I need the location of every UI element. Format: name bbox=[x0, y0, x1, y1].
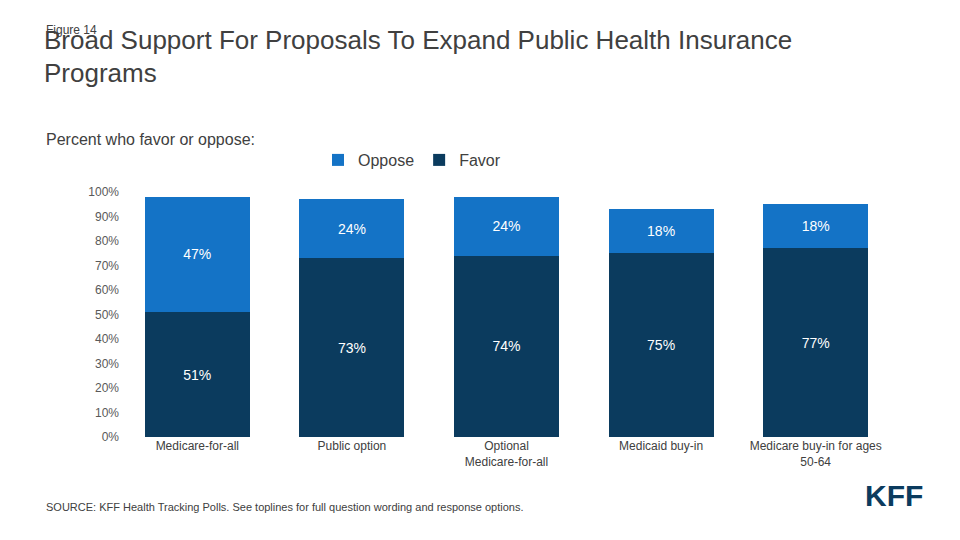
svg-text:47%: 47% bbox=[183, 246, 211, 262]
svg-text:Medicare buy-in for ages50-64: Medicare buy-in for ages50-64 bbox=[750, 439, 882, 469]
svg-text:20%: 20% bbox=[95, 381, 119, 395]
svg-text:70%: 70% bbox=[95, 259, 119, 273]
svg-text:Oppose: Oppose bbox=[358, 152, 414, 169]
svg-text:60%: 60% bbox=[95, 283, 119, 297]
svg-text:77%: 77% bbox=[802, 335, 830, 351]
svg-text:Public option: Public option bbox=[318, 439, 387, 453]
svg-text:100%: 100% bbox=[88, 185, 119, 199]
svg-text:Percent who favor or oppose:: Percent who favor or oppose: bbox=[46, 131, 255, 148]
svg-text:18%: 18% bbox=[647, 223, 675, 239]
svg-text:0%: 0% bbox=[102, 430, 120, 444]
svg-text:Broad Support For Proposals To: Broad Support For Proposals To Expand Pu… bbox=[44, 25, 792, 89]
svg-text:75%: 75% bbox=[647, 337, 675, 353]
svg-text:73%: 73% bbox=[338, 340, 366, 356]
svg-text:50%: 50% bbox=[95, 308, 119, 322]
svg-text:24%: 24% bbox=[338, 221, 366, 237]
svg-text:80%: 80% bbox=[95, 234, 119, 248]
svg-text:SOURCE: KFF Health Tracking Po: SOURCE: KFF Health Tracking Polls. See t… bbox=[46, 501, 524, 513]
svg-text:10%: 10% bbox=[95, 406, 119, 420]
svg-text:18%: 18% bbox=[802, 218, 830, 234]
svg-text:90%: 90% bbox=[95, 210, 119, 224]
svg-text:30%: 30% bbox=[95, 357, 119, 371]
svg-text:74%: 74% bbox=[492, 338, 520, 354]
svg-text:KFF: KFF bbox=[865, 479, 923, 512]
svg-text:24%: 24% bbox=[492, 218, 520, 234]
svg-text:Medicare-for-all: Medicare-for-all bbox=[156, 439, 239, 453]
svg-text:Medicaid buy-in: Medicaid buy-in bbox=[619, 439, 703, 453]
svg-text:40%: 40% bbox=[95, 332, 119, 346]
svg-text:Figure 14: Figure 14 bbox=[46, 23, 97, 37]
svg-text:Favor: Favor bbox=[459, 152, 501, 169]
svg-text:OptionalMedicare-for-all: OptionalMedicare-for-all bbox=[465, 439, 548, 469]
svg-text:51%: 51% bbox=[183, 367, 211, 383]
